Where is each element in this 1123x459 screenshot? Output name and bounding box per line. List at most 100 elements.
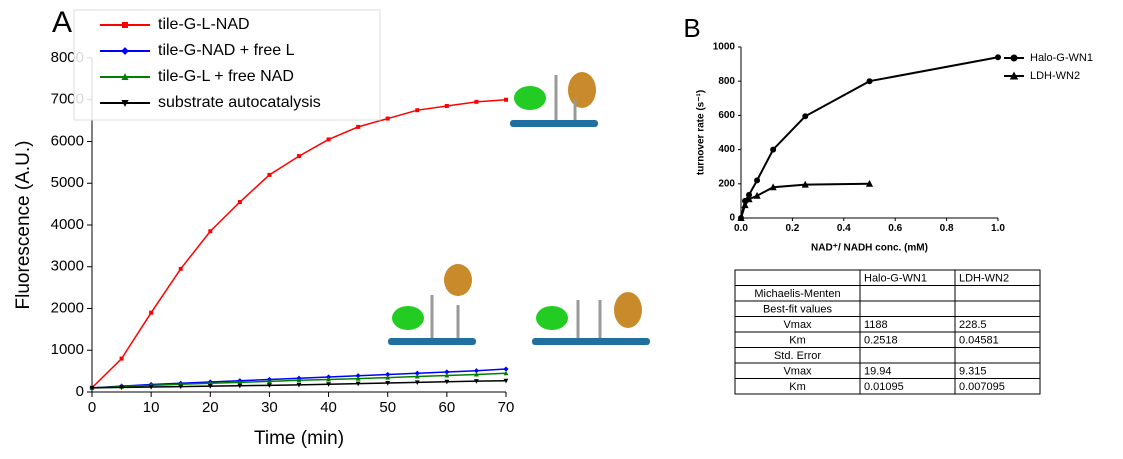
data-point	[473, 368, 480, 374]
table: Halo-G-WN1 LDH-WN2 Michaelis-Menten Best-fi…	[734, 269, 1041, 395]
data-point	[385, 381, 391, 386]
legend-marker	[121, 47, 129, 55]
data-point	[753, 191, 761, 199]
x-tick-label: 50	[379, 399, 396, 416]
x-tick-label: 0.2	[785, 223, 799, 234]
x-axis-label: Time (min)	[254, 428, 344, 449]
data-point	[356, 124, 361, 129]
x-tick-label: 0	[88, 399, 96, 416]
data-point	[444, 372, 450, 378]
legend-label: Halo-G-WN1	[1030, 52, 1093, 64]
data-point	[415, 108, 420, 113]
data-point	[444, 379, 450, 385]
data-point	[737, 214, 745, 221]
data-point	[355, 376, 361, 381]
table-cell: 0.2518	[864, 335, 898, 347]
legend-marker	[122, 22, 128, 28]
data-point	[207, 384, 213, 389]
data-point	[865, 179, 874, 187]
table-header: LDH-WN2	[959, 273, 1009, 285]
x-tick-label: 0.0	[734, 223, 748, 234]
cartoon	[388, 72, 650, 345]
x-tick-label: 30	[261, 399, 278, 416]
chart: B 0.0 0.2 0.4 0.6 0.8 1.0 0 200 400 600 800 1000 NAD⁺…	[683, 13, 1093, 254]
data-point	[237, 379, 243, 385]
x-tick-label: 0.6	[888, 223, 902, 234]
legend-label: substrate autocatalysis	[158, 94, 321, 111]
data-point	[385, 374, 391, 380]
data-point	[149, 310, 154, 315]
data-point	[355, 373, 361, 379]
legend-marker	[1009, 71, 1019, 80]
legend-label: LDH-WN2	[1030, 70, 1080, 82]
data-point	[769, 183, 777, 191]
panel-label: A	[52, 6, 72, 39]
data-point	[444, 104, 449, 109]
data-point	[474, 99, 479, 104]
x-tick-label: 20	[202, 399, 219, 416]
y-axis-label: Fluorescence (A.U.)	[13, 141, 34, 310]
legend-label: tile-G-L + free NAD	[158, 68, 294, 85]
y-tick-label: 1000	[51, 341, 84, 358]
data-point	[385, 116, 390, 121]
x-tick-label: 0.4	[837, 223, 851, 234]
table-cell: 228.5	[959, 319, 987, 331]
data-point	[297, 154, 301, 159]
data-point	[801, 180, 809, 188]
panel-label: B	[683, 13, 700, 43]
legend-marker	[1010, 54, 1018, 62]
table-cell: 0.04581	[959, 335, 999, 347]
y-tick-label: 1000	[713, 42, 736, 53]
x-tick-label: 70	[498, 399, 515, 416]
y-tick-label: 2000	[51, 299, 84, 316]
data-point	[741, 201, 749, 209]
y-tick-label: 6000	[51, 132, 84, 149]
data-point	[89, 385, 95, 391]
table-cell: 0.01095	[864, 381, 904, 393]
table-cell: 1188	[864, 319, 888, 331]
data-point	[474, 379, 479, 384]
legend-marker	[121, 73, 129, 80]
data-point	[444, 369, 450, 375]
y-axis-label: turnover rate (s⁻¹)	[696, 90, 707, 175]
table-cell: 0.007095	[959, 381, 1005, 393]
legend-label: tile-G-L-NAD	[158, 16, 250, 33]
data-point	[746, 191, 753, 198]
table-header: Halo-G-WN1	[864, 273, 927, 285]
data-point	[267, 383, 272, 388]
data-point	[237, 383, 243, 389]
x-tick-label: 1.0	[991, 223, 1005, 234]
data-point	[148, 384, 154, 390]
data-point	[503, 370, 509, 376]
data-point	[802, 113, 809, 120]
y-tick-label: 600	[718, 110, 735, 121]
data-point	[414, 370, 420, 376]
legend-marker	[121, 100, 129, 107]
table-cell: Vmax	[783, 319, 812, 331]
data-point	[503, 378, 509, 384]
table-cell: Km	[789, 381, 806, 393]
data-point	[207, 380, 213, 386]
data-point	[770, 146, 777, 153]
data-point	[385, 371, 391, 378]
data-point	[866, 78, 873, 85]
y-tick-label: 4000	[51, 216, 84, 233]
y-tick-label: 400	[718, 144, 735, 155]
y-tick-label: 800	[718, 76, 735, 87]
data-point	[237, 200, 242, 205]
y-tick-label: 3000	[51, 258, 84, 275]
data-point	[326, 137, 331, 142]
chart: A 0 10 20 30 40 50 60 70 0 1000 2000 3000 4000 5000 600…	[13, 6, 514, 449]
x-tick-label: 60	[439, 399, 456, 416]
data-point	[414, 373, 420, 379]
x-tick-label: 40	[320, 399, 337, 416]
table-cell: Best-fit values	[763, 304, 833, 316]
data-point	[754, 177, 761, 184]
data-point	[474, 371, 479, 377]
data-point	[296, 377, 302, 383]
data-point	[745, 195, 753, 203]
y-tick-label: 200	[718, 178, 735, 189]
series-line	[740, 182, 870, 219]
legend-label: tile-G-NAD + free L	[158, 42, 295, 59]
data-point	[178, 266, 183, 271]
